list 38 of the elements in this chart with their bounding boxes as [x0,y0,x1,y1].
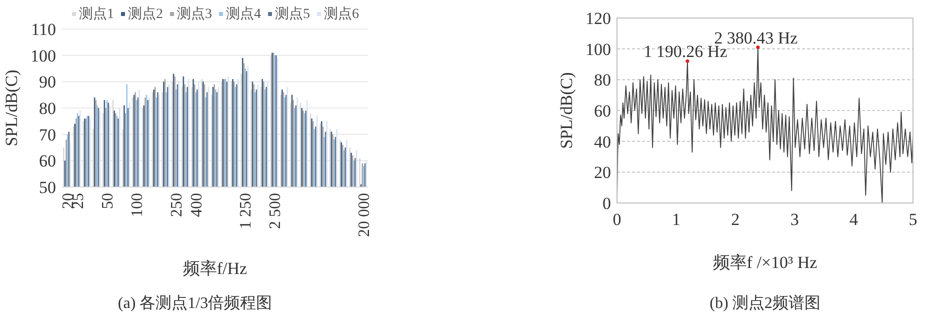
legend-label: 测点4 [226,6,261,22]
x-tick-label: 5 [908,210,918,229]
legend-label: 测点6 [324,6,359,22]
x-tick-label: 2 500 [267,193,284,229]
y-tick-label: 40 [594,132,611,152]
y-tick-label: 20 [594,163,611,182]
y-tick-label: 90 [39,72,56,92]
x-tick-label: 20 000 [356,193,374,237]
x-tick-label: 100 [129,193,146,217]
y-tick-label: 70 [39,125,56,144]
text: (a) 各测点1/3倍频程图 [118,294,272,312]
x-tick-label: 400 [188,193,206,217]
annotation: 1 190.26 Hz [644,42,728,62]
y-tick-label: 100 [30,46,56,66]
y-tick-label: 60 [39,152,56,171]
y-tick-label: 110 [31,20,56,39]
x-tick-label: 1 250 [238,193,255,229]
y-axis-title: SPL/dB(C) [557,72,576,149]
x-tick-label: 2 [731,210,740,229]
y-tick-label: 80 [39,99,56,118]
text: (b) 测点2频谱图 [710,294,820,312]
y-axis-title: SPL/dB(C) [2,70,21,146]
x-tick-label: 4 [850,210,859,229]
y-tick-label: 50 [39,178,56,197]
y-tick-label: 120 [586,9,611,28]
y-tick-label: 80 [594,70,611,90]
legend-label: 测点2 [128,6,163,22]
x-tick-label: 3 [790,210,799,229]
x-tick-label: 1 [672,210,680,229]
x-axis-title: 频率f /×10³ Hz [712,253,818,272]
legend-label: 测点1 [79,6,114,22]
x-axis-title: 频率f/Hz [182,259,248,278]
y-tick-label: 60 [594,102,611,120]
y-tick-label: 100 [586,40,611,59]
legend-label: 测点5 [275,6,310,22]
legend-label: 测点3 [177,6,212,22]
x-tick-label: 50 [99,193,116,209]
x-tick-label: 250 [168,193,186,217]
